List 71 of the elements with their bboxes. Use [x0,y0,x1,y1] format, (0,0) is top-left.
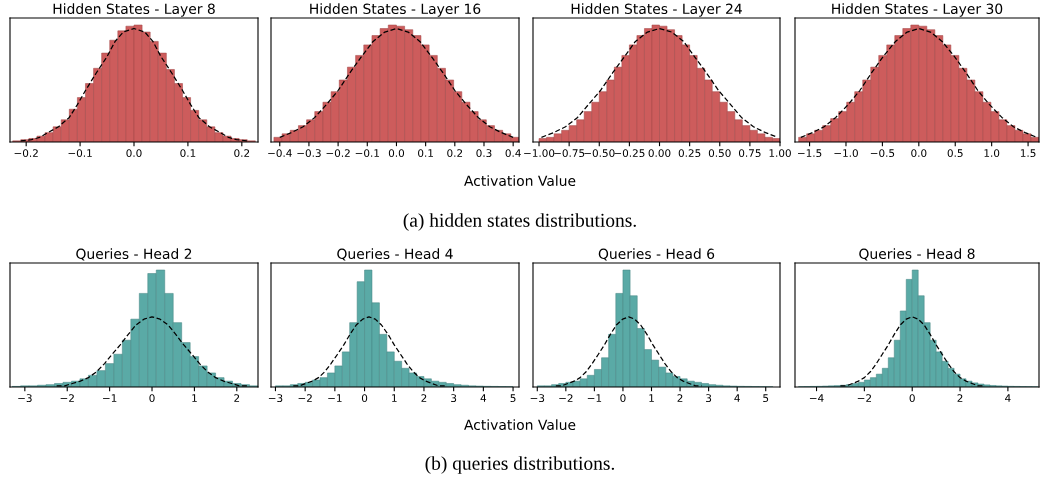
chart-title: Hidden States - Layer 30 [832,3,1003,17]
x-tick-label: −0.50 [584,149,615,158]
x-tick-label: 0.0 [911,149,927,158]
x-tick-label: 0.25 [678,149,701,158]
x-tick-label: 2 [234,394,240,402]
x-tick-label: −0.75 [554,149,585,158]
x-tick-label: −1 [587,394,602,402]
x-tick-label: −1 [103,394,117,402]
x-tick-label: 4 [480,394,487,402]
x-tick-label: −1.00 [524,149,555,158]
x-tick-label: 4 [1005,394,1011,402]
chart-title: Queries - Head 4 [337,248,453,261]
x-tick-label: 2 [421,394,427,402]
x-tick-label: 1.00 [769,149,791,158]
x-tick-label: 5 [763,394,769,403]
x-tick-label: 0.50 [708,149,731,158]
x-tick-label: −4 [809,394,824,402]
x-tick-label: 4 [734,394,740,402]
x-tick-label: −2 [857,394,872,402]
x-tick-label: 0.00 [648,149,671,158]
x-tick-label: 0.3 [476,149,492,158]
x-tick-label: 1 [649,394,654,402]
x-tick-label: −1.0 [834,149,858,158]
chart-title: Queries - Head 8 [859,248,975,261]
text: Activation Value [464,175,576,187]
x-tick-label: 0.75 [738,149,761,158]
x-tick-label: 3 [451,394,457,403]
x-tick-label: 0 [909,394,915,403]
x-tick-label: −2 [60,394,74,402]
x-tick-label: −3 [268,394,283,403]
x-tick-label: 2 [957,394,963,402]
chart-title: Hidden States - Layer 8 [53,3,215,17]
x-tick-label: 0.1 [418,149,433,158]
x-tick-label: 2 [677,394,683,402]
x-tick-label: 1 [192,394,197,402]
x-tick-label: 0 [149,394,155,403]
x-tick-label: −0.2 [14,149,38,158]
x-tick-label: −3 [18,394,32,403]
x-tick-label: −0.3 [297,149,321,158]
x-tick-label: −0.2 [326,149,350,158]
text: (a) hidden states distributions. [403,213,636,231]
x-tick-label: −1.5 [798,149,822,158]
x-tick-label: 0 [361,394,368,403]
text: (b) queries distributions. [425,456,615,474]
x-tick-label: −3 [530,394,545,403]
x-tick-label: −0.4 [268,149,292,158]
x-tick-label: 1.5 [1020,149,1036,158]
x-tick-label: 0.4 [505,149,521,158]
chart-title: Hidden States - Layer 24 [571,3,742,17]
x-tick-label: 0.2 [447,149,463,158]
x-tick-label: 3 [706,394,712,403]
x-tick-label: 0.1 [180,149,196,158]
x-tick-label: −0.25 [614,149,645,158]
x-tick-label: 5 [510,394,516,403]
x-tick-label: −1 [328,394,342,402]
x-tick-label: −2 [559,394,573,402]
x-tick-label: −0.1 [355,149,379,158]
text: Activation Value [464,419,576,431]
x-tick-label: 1.0 [984,149,1000,158]
x-tick-label: 0.5 [947,149,963,158]
chart-title: Queries - Head 2 [76,248,192,261]
x-tick-label: 0.2 [234,149,250,158]
x-tick-label: 1 [392,394,397,402]
x-tick-label: 0 [620,394,626,403]
x-tick-label: −0.1 [68,149,92,158]
x-tick-label: −0.5 [870,149,895,158]
x-tick-label: −2 [298,394,312,402]
x-tick-label: 0.0 [388,149,405,158]
chart-title: Hidden States - Layer 16 [310,3,481,17]
x-tick-label: 0.0 [126,149,142,158]
chart-title: Queries - Head 6 [598,248,715,261]
